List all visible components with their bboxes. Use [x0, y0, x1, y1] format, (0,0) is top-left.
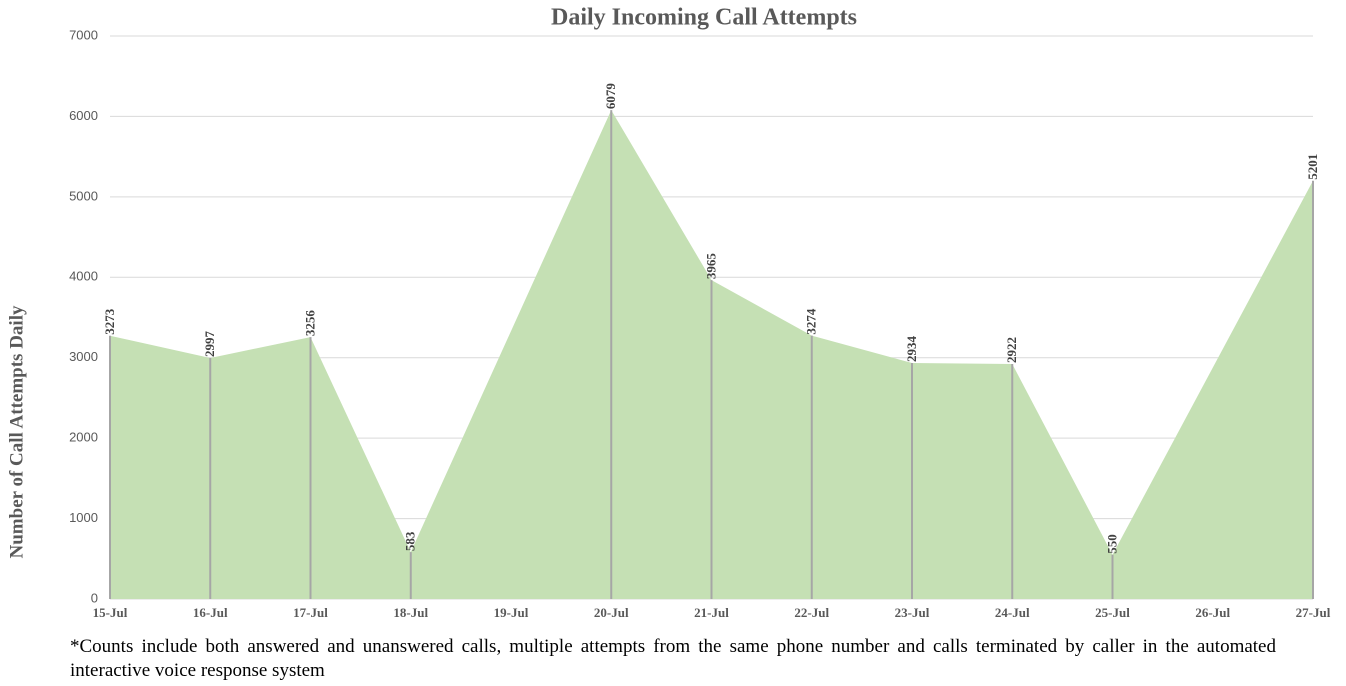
data-label: 3274 [804, 308, 819, 335]
data-label: 2922 [1004, 337, 1019, 363]
chart: Daily Incoming Call Attempts Number of C… [6, 5, 1331, 620]
y-tick-label: 5000 [69, 188, 98, 203]
data-label: 2934 [904, 336, 919, 363]
data-label: 3256 [302, 310, 317, 337]
x-tick-label: 25-Jul [1095, 605, 1130, 620]
x-tick-label: 15-Jul [93, 605, 128, 620]
footnote: *Counts include both answered and unansw… [70, 636, 1276, 681]
x-tick-label: 19-Jul [494, 605, 529, 620]
x-tick-label: 16-Jul [193, 605, 228, 620]
data-label: 3273 [102, 308, 117, 335]
data-label: 550 [1104, 534, 1119, 554]
data-label: 5201 [1305, 154, 1320, 180]
x-tick-label: 26-Jul [1195, 605, 1230, 620]
y-tick-label: 1000 [69, 510, 98, 525]
x-tick-label: 27-Jul [1296, 605, 1331, 620]
y-axis-label: Number of Call Attempts Daily [6, 305, 27, 558]
data-label: 583 [403, 531, 418, 551]
y-tick-label: 2000 [69, 430, 98, 445]
x-tick-label: 21-Jul [694, 605, 729, 620]
data-label: 3965 [703, 253, 718, 280]
chart-title: Daily Incoming Call Attempts [551, 5, 857, 31]
x-tick-label: 18-Jul [393, 605, 428, 620]
y-tick-label: 3000 [69, 349, 98, 364]
x-tick-label: 20-Jul [594, 605, 629, 620]
y-tick-label: 4000 [69, 269, 98, 284]
y-tick-label: 0 [91, 590, 98, 605]
data-label: 2997 [202, 330, 217, 357]
x-tick-label: 23-Jul [895, 605, 930, 620]
x-tick-label: 17-Jul [293, 605, 328, 620]
x-tick-label: 24-Jul [995, 605, 1030, 620]
y-tick-label: 6000 [69, 108, 98, 123]
x-tick-label: 22-Jul [794, 605, 829, 620]
data-label: 6079 [603, 83, 618, 110]
y-tick-label: 7000 [69, 27, 98, 42]
